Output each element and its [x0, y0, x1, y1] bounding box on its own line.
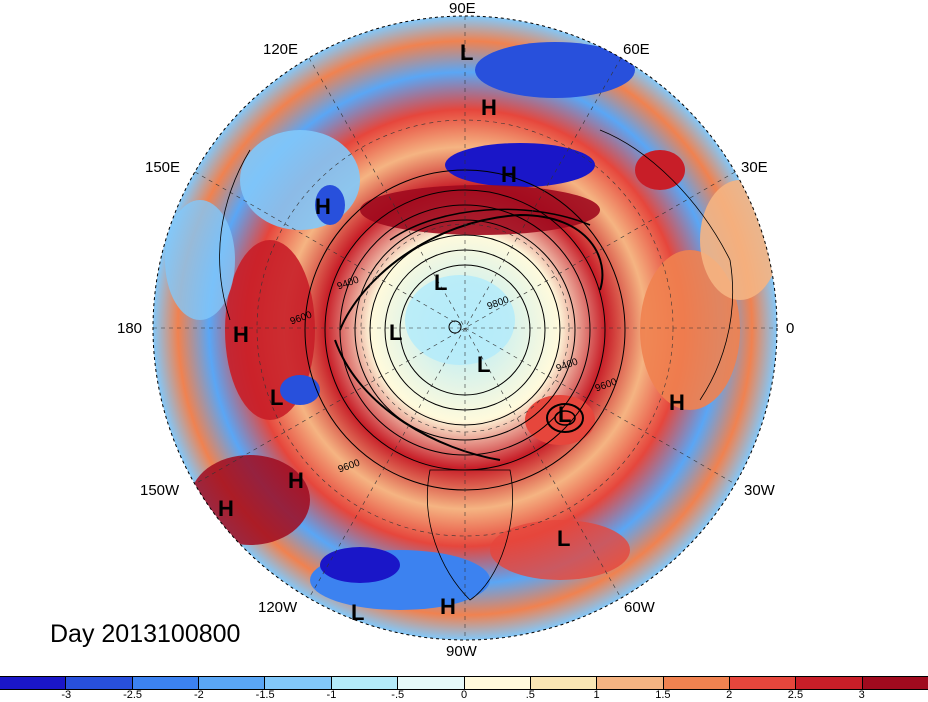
colorbar-tick-label: .5 — [525, 689, 535, 701]
low-pressure-center: L — [434, 270, 448, 295]
colorbar-segment — [132, 677, 200, 689]
colorbar-tick-label: -1 — [326, 689, 337, 701]
lon-label-120w: 120W — [258, 599, 298, 616]
low-pressure-center: L — [351, 600, 365, 625]
low-pressure-center: L — [270, 385, 284, 410]
globe-border — [152, 15, 778, 641]
lon-label-60w: 60W — [624, 599, 655, 616]
low-pressure-center: L — [477, 352, 491, 377]
lon-label-150w: 150W — [140, 482, 180, 499]
colorbar-tick-label: 3 — [858, 689, 865, 701]
colorbar-segment — [729, 677, 797, 689]
lon-label-150e: 150E — [145, 159, 181, 176]
cold-anomaly — [445, 143, 595, 187]
high-pressure-center: H — [288, 468, 304, 493]
colorbar-segment — [0, 677, 67, 689]
colorbar-segment — [464, 677, 531, 689]
colorbar-tick-label: -1.5 — [255, 689, 275, 701]
colorbar-tick-label: -2 — [193, 689, 204, 701]
colorbar-segment — [530, 677, 598, 689]
colorbar-tick-label: -3 — [61, 689, 72, 701]
colorbar-tick-label: 0 — [460, 689, 468, 701]
colorbar-tick-label: -.5 — [391, 689, 405, 701]
high-pressure-center: L — [557, 526, 571, 551]
lon-label-90e: 90E — [449, 0, 476, 17]
colorbar-segment — [398, 677, 465, 689]
cold-anomaly — [475, 42, 635, 98]
high-pressure-center: H — [669, 390, 685, 415]
colorbar-tick-label: 2.5 — [787, 689, 804, 701]
date-title: Day 2013100800 — [50, 620, 241, 648]
high-pressure-center: H — [315, 194, 331, 219]
high-pressure-center: H — [501, 162, 517, 187]
high-pressure-center: H — [233, 322, 249, 347]
colorbar-segment — [265, 677, 332, 689]
high-pressure-center: H — [440, 594, 456, 619]
lon-label-120e: 120E — [263, 41, 299, 58]
high-pressure-center: H — [481, 95, 497, 120]
low-pressure-center: L — [389, 320, 403, 345]
colorbar-tick-label: 1.5 — [655, 689, 671, 701]
colorbar-tick-label: -2.5 — [123, 689, 143, 701]
lon-label-90w: 90W — [446, 643, 477, 660]
lon-label-180: 180 — [117, 320, 143, 337]
lon-label-30w: 30W — [744, 482, 775, 499]
lon-label-60e: 60E — [623, 41, 650, 58]
colorbar-tick-label: 2 — [726, 689, 733, 701]
colorbar-tick-label: 1 — [593, 689, 600, 701]
colorbar-segment — [331, 677, 399, 689]
colorbar-segment — [597, 677, 664, 689]
low-pressure-center: L — [558, 402, 572, 427]
low-pressure-center: L — [460, 40, 474, 65]
colorbar — [0, 676, 928, 690]
high-pressure-center: H — [218, 496, 234, 521]
colorbar-segment — [199, 677, 266, 689]
colorbar-segment — [663, 677, 730, 689]
lon-label-0: 0 — [786, 320, 795, 337]
colorbar-segment — [66, 677, 133, 689]
colorbar-segment — [862, 677, 928, 689]
colorbar-segment — [796, 677, 863, 689]
lon-label-30e: 30E — [741, 159, 768, 176]
polar-map — [152, 15, 778, 641]
